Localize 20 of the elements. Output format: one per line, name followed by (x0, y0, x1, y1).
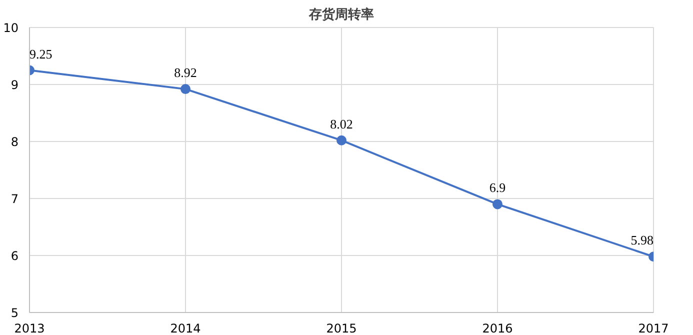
y-tick-label: 6 (10, 249, 19, 263)
y-tick-label: 7 (10, 192, 19, 206)
x-tick-label: 2014 (170, 322, 201, 335)
x-tick-label: 2013 (14, 322, 45, 335)
data-label: 9.25 (30, 46, 52, 62)
y-tick-label: 9 (10, 78, 19, 92)
x-tick-label: 2016 (482, 322, 513, 335)
point (492, 199, 502, 210)
y-tick-label: 8 (10, 135, 19, 149)
x-tick-label: 2017 (638, 322, 669, 335)
point (180, 84, 190, 94)
point (336, 135, 346, 146)
x-tick-label: 2015 (326, 322, 357, 335)
data-label: 5.98 (630, 232, 654, 248)
data-label: 8.02 (330, 116, 353, 132)
data-label: 6.9 (489, 180, 506, 196)
y-tick-label: 5 (10, 306, 19, 320)
y-tick-label: 10 (3, 21, 19, 35)
chart-title: 存货周转率 (308, 6, 374, 22)
data-label: 8.92 (174, 65, 197, 80)
